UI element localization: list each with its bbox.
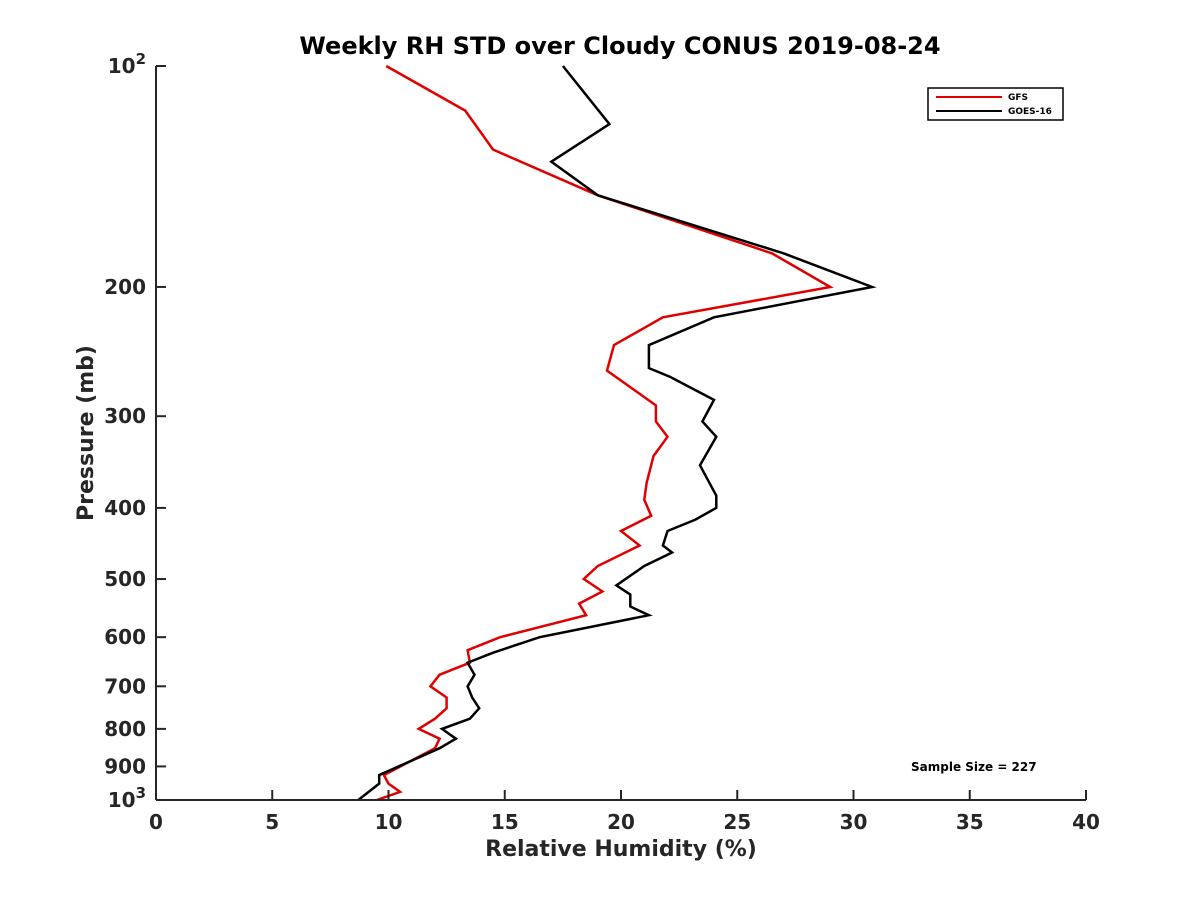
x-axis-label: Relative Humidity (%) bbox=[485, 837, 757, 862]
series-line-goes16 bbox=[357, 65, 877, 801]
legend-box bbox=[927, 87, 1064, 121]
sample-size-annotation: Sample Size = 227 bbox=[911, 760, 1037, 774]
y-tick-label: 600 bbox=[104, 625, 146, 649]
y-axis-label: Pressure (mb) bbox=[74, 345, 99, 521]
x-tick-label: 5 bbox=[265, 810, 279, 834]
x-tick-label: 40 bbox=[1072, 810, 1100, 834]
series-layer bbox=[357, 64, 877, 802]
x-tick-label: 35 bbox=[956, 810, 984, 834]
y-tick-label: 700 bbox=[104, 674, 146, 698]
x-axis-ticks: 0 5 10 15 20 25 30 35 40 bbox=[149, 790, 1100, 834]
x-tick-label: 25 bbox=[723, 810, 751, 834]
x-tick-label: 0 bbox=[149, 810, 163, 834]
legend: GFS GOES-16 bbox=[927, 87, 1064, 121]
y-tick-label: 300 bbox=[104, 404, 146, 428]
chart-title: Weekly RH STD over Cloudy CONUS 2019-08-… bbox=[299, 32, 940, 60]
series-line-gfs bbox=[376, 64, 834, 802]
y-tick-label: 800 bbox=[104, 717, 146, 741]
y-tick-label: 500 bbox=[104, 567, 146, 591]
x-tick-label: 10 bbox=[375, 810, 403, 834]
x-tick-label: 15 bbox=[491, 810, 519, 834]
legend-label-gfs: GFS bbox=[1008, 93, 1028, 103]
y-tick-label: 400 bbox=[104, 496, 146, 520]
y-tick-label: 900 bbox=[104, 754, 146, 778]
x-tick-label: 20 bbox=[607, 810, 635, 834]
y-tick-label: 200 bbox=[104, 275, 146, 299]
legend-label-goes16: GOES-16 bbox=[1008, 107, 1052, 117]
x-tick-label: 30 bbox=[840, 810, 868, 834]
